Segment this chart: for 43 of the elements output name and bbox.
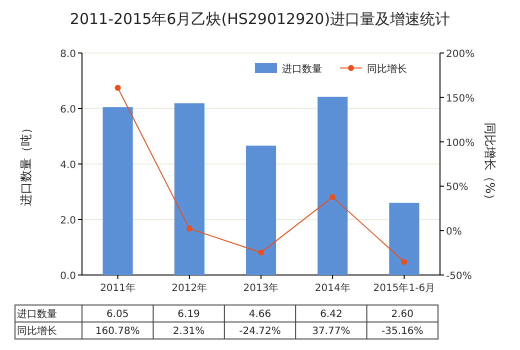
bar [174,103,204,275]
bar [246,146,276,275]
bar [318,96,348,275]
data-label: 6.05 [106,309,129,320]
y-axis-title: 进口数量（吨） [19,122,33,206]
data-label: -35.16% [382,326,424,337]
x-tick-label: 2015年1-6月 [373,282,436,294]
y-tick-label: 0.0 [60,271,76,282]
y2-axis-title: 同比增长（%） [483,122,497,206]
point [114,84,121,91]
y2-tick-label: -50% [446,271,472,282]
y-tick-label: 6.0 [60,104,76,116]
text: 同比增长 [17,326,57,337]
legend-label: 进口数量 [282,63,322,75]
y2-tick-label: 50% [446,182,468,194]
y2-tick-label: 100% [446,138,475,149]
point [258,250,264,256]
data-label: 160.78% [95,326,140,337]
data-label: 6.42 [320,309,342,320]
x-tick-label: 2014年 [314,282,350,294]
y2-tick-label: 150% [446,93,475,104]
x-tick-label: 2011年 [100,282,136,294]
y2-tick-label: 0% [446,226,462,238]
y2-tick-label: 200% [446,49,475,60]
point [401,258,408,265]
x-tick-label: 2012年 [172,282,208,294]
bar [102,107,133,275]
data-label: 2.31% [172,326,205,337]
point [186,226,192,232]
x-tick-label: 2013年 [243,282,279,294]
data-label: 6.19 [178,309,200,320]
y-tick-label: 2.0 [60,216,76,226]
data-label: 37.77% [312,326,350,337]
data-label: -24.72% [239,326,281,337]
chart-title: 2011-2015年6月乙炔(HS29012920)进口量及增速统计 [70,10,450,28]
legend-label: 同比增长 [367,63,407,75]
data-label: 4.66 [248,309,272,320]
point [330,194,336,200]
text: 进口数量 [17,309,57,320]
y-tick-label: 8.0 [60,49,76,60]
data-label: 2.60 [391,309,414,320]
bar [389,202,420,275]
y-tick-label: 4.0 [60,160,76,171]
